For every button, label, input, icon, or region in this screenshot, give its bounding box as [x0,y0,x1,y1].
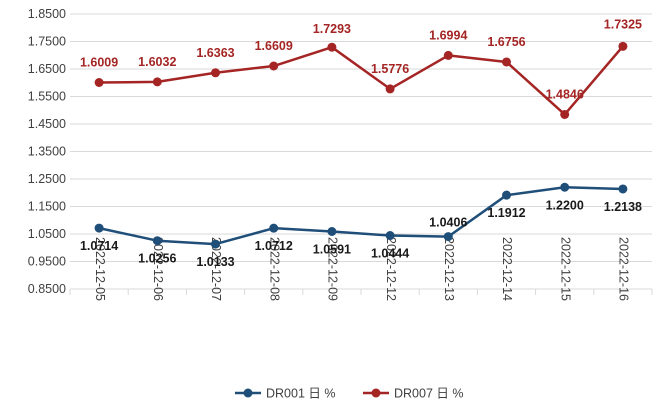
data-label: 1.6009 [80,56,118,70]
data-label: 1.6994 [429,28,467,42]
data-label: 1.0712 [255,239,293,253]
data-label: 1.0444 [371,247,409,261]
data-point [269,61,279,71]
data-point [560,182,570,192]
y-tick-label: 0.8500 [28,282,66,296]
y-tick-label: 0.9500 [28,255,66,269]
data-label: 1.2200 [546,198,584,212]
data-label: 1.6032 [138,55,176,69]
x-tick-label: 2022-12-06 [151,237,165,301]
data-point [152,77,162,87]
x-tick-label: 2022-12-12 [384,237,398,301]
data-point [502,57,511,67]
x-tick-label: 2022-12-16 [617,237,631,301]
data-label: 1.1912 [487,206,525,220]
legend-label-1: DR001 日 % [266,387,335,401]
y-tick-label: 1.7500 [28,35,66,49]
data-label: 1.2138 [604,200,642,214]
legend-marker-2 [371,388,381,398]
data-label: 1.7293 [313,22,351,36]
y-tick-label: 1.4500 [28,117,66,131]
data-label: 1.0256 [138,252,176,266]
x-tick-label: 2022-12-14 [500,237,514,301]
data-label: 1.6363 [196,46,234,60]
series-line-1 [98,186,623,246]
data-point [443,50,453,60]
data-label: 1.6609 [255,39,293,53]
data-point [385,231,395,241]
data-point [94,223,104,233]
y-tick-label: 1.6500 [28,62,66,76]
x-tick-label: 2022-12-15 [558,237,572,301]
data-label: 1.0714 [80,239,118,253]
x-tick-label: 2022-12-05 [93,237,107,301]
y-tick-label: 1.3500 [28,145,66,159]
series-line-2 [99,45,624,116]
data-label: 1.5776 [371,62,409,76]
data-point [94,78,104,88]
y-tick-label: 1.0500 [28,227,66,241]
legend: DR001 日 % DR007 日 % [235,387,463,401]
x-tick-label: 2022-12-13 [442,237,456,301]
data-label: 1.0133 [196,255,234,269]
x-axis: 2022-12-05 2022-12-06 2022-12-07 2022-12-08… [69,237,653,301]
data-point [385,84,395,94]
data-point [560,109,570,119]
data-point [618,41,628,51]
data-point [618,184,628,194]
data-point [502,190,511,200]
data-label: 1.6756 [487,35,525,49]
y-tick-label: 1.8500 [28,7,66,21]
data-point [211,68,220,78]
legend-label-2: DR007 日 % [394,387,463,401]
y-tick-label: 1.5500 [28,90,66,104]
series-lines [94,41,628,249]
legend-marker-1 [243,388,253,398]
data-point [211,239,220,249]
data-label: 1.0591 [313,242,351,256]
data-point [327,42,337,52]
x-tick-label: 2022-12-07 [209,237,223,301]
data-point [327,226,337,236]
data-label: 1.4846 [546,87,584,101]
data-label: 1.7325 [604,17,642,31]
data-point [152,236,162,246]
data-point [443,232,453,242]
y-axis: 0.8500 0.9500 1.0500 1.1500 1.2500 1.3500 1.45… [28,7,66,296]
data-point [269,223,279,233]
x-tick-label: 2022-12-09 [326,237,340,301]
y-tick-label: 1.2500 [28,172,66,186]
y-tick-label: 1.1500 [28,200,66,214]
x-tick-label: 2022-12-08 [267,237,281,301]
data-labels: 1.0714 1.0256 1.0133 1.0712 1.0591 1.0444 1.04… [80,17,642,269]
data-label: 1.0406 [429,216,467,230]
